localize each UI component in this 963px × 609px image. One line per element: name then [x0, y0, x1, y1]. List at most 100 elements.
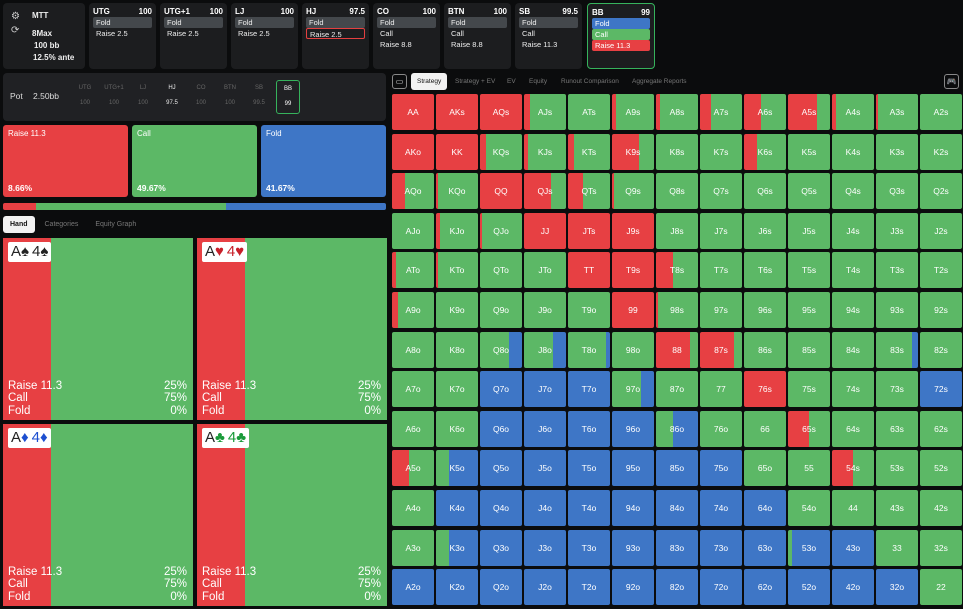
hand-cell[interactable]: K6s — [744, 134, 786, 170]
hand-cell[interactable]: Q7o — [480, 371, 522, 407]
hand-cell[interactable]: A9o — [392, 292, 434, 328]
hand-cell[interactable]: K2s — [920, 134, 962, 170]
hand-cell[interactable]: 33 — [876, 530, 918, 566]
hand-cell[interactable]: A6o — [392, 411, 434, 447]
hand-cell[interactable]: J6o — [524, 411, 566, 447]
seat-action[interactable]: Fold — [164, 17, 223, 28]
tab-categories[interactable]: Categories — [44, 221, 79, 228]
hand-cell[interactable]: KTs — [568, 134, 610, 170]
hand-cell[interactable]: K4s — [832, 134, 874, 170]
seat-action[interactable]: Fold — [377, 17, 436, 28]
hand-cell[interactable]: Q2o — [480, 569, 522, 605]
hand-cell[interactable]: T2o — [568, 569, 610, 605]
combo-panel[interactable]: A♣ 4♣ Raise 11.3 25% Call 75% Fold 0% — [197, 424, 387, 606]
hand-cell[interactable]: J2s — [920, 213, 962, 249]
hand-cell[interactable]: J9o — [524, 292, 566, 328]
seat-action[interactable]: Raise 2.5 — [306, 28, 365, 39]
hand-cell[interactable]: 65s — [788, 411, 830, 447]
hand-cell[interactable]: T9s — [612, 252, 654, 288]
hand-cell[interactable]: A8o — [392, 332, 434, 368]
tab-strategy[interactable]: Strategy — [411, 73, 448, 90]
hand-cell[interactable]: J8s — [656, 213, 698, 249]
hand-cell[interactable]: K2o — [436, 569, 478, 605]
seat-action[interactable]: Raise 8.8 — [451, 40, 483, 49]
hand-cell[interactable]: Q6s — [744, 173, 786, 209]
hand-cell[interactable]: 75o — [700, 450, 742, 486]
hand-cell[interactable]: QQ — [480, 173, 522, 209]
hand-cell[interactable]: Q7s — [700, 173, 742, 209]
gamepad-icon[interactable]: 🎮 — [944, 74, 959, 89]
hand-cell[interactable]: Q9o — [480, 292, 522, 328]
hand-cell[interactable]: JTs — [568, 213, 610, 249]
hand-cell[interactable]: 92s — [920, 292, 962, 328]
hand-cell[interactable]: ATs — [568, 94, 610, 130]
seat-utg[interactable]: UTG 100 Fold Raise 2.5 — [89, 3, 156, 69]
hand-cell[interactable]: T7o — [568, 371, 610, 407]
hand-cell[interactable]: 64o — [744, 490, 786, 526]
hand-cell[interactable]: J4o — [524, 490, 566, 526]
hand-cell[interactable]: QJo — [480, 213, 522, 249]
hand-cell[interactable]: T3s — [876, 252, 918, 288]
hand-cell[interactable]: 84o — [656, 490, 698, 526]
hand-cell[interactable]: Q3s — [876, 173, 918, 209]
hand-cell[interactable]: 72o — [700, 569, 742, 605]
hand-cell[interactable]: 52o — [788, 569, 830, 605]
hand-cell[interactable]: Q5o — [480, 450, 522, 486]
seat-action[interactable]: Fold — [306, 17, 365, 28]
gear-icon[interactable]: ⚙ — [11, 11, 20, 22]
hand-cell[interactable]: 32s — [920, 530, 962, 566]
seat-hj[interactable]: HJ 97.5 Fold Raise 2.5 — [302, 3, 369, 69]
hand-cell[interactable]: Q4s — [832, 173, 874, 209]
pot-seat[interactable]: UTG 100 — [73, 80, 97, 114]
hand-cell[interactable]: KQs — [480, 134, 522, 170]
tab-ev[interactable]: EV — [507, 78, 516, 85]
hand-cell[interactable]: 82s — [920, 332, 962, 368]
hand-cell[interactable]: 92o — [612, 569, 654, 605]
hand-cell[interactable]: 72s — [920, 371, 962, 407]
hand-cell[interactable]: 85o — [656, 450, 698, 486]
hand-cell[interactable]: K3o — [436, 530, 478, 566]
hand-cell[interactable]: AJo — [392, 213, 434, 249]
hand-cell[interactable]: 64s — [832, 411, 874, 447]
hand-cell[interactable]: 85s — [788, 332, 830, 368]
refresh-icon[interactable]: ⟳ — [11, 25, 20, 36]
hand-cell[interactable]: 54o — [788, 490, 830, 526]
hand-cell[interactable]: K5o — [436, 450, 478, 486]
hand-cell[interactable]: 53s — [876, 450, 918, 486]
hand-cell[interactable]: J5s — [788, 213, 830, 249]
hand-cell[interactable]: T6s — [744, 252, 786, 288]
hand-cell[interactable]: J3o — [524, 530, 566, 566]
hand-cell[interactable]: T9o — [568, 292, 610, 328]
seat-action[interactable]: Fold — [592, 18, 650, 29]
hand-cell[interactable]: Q3o — [480, 530, 522, 566]
seat-action[interactable]: Raise 11.3 — [592, 40, 650, 51]
hand-cell[interactable]: 86o — [656, 411, 698, 447]
pot-seat[interactable]: UTG+1 100 — [102, 80, 126, 114]
hand-cell[interactable]: K8o — [436, 332, 478, 368]
hand-cell[interactable]: A4o — [392, 490, 434, 526]
hand-cell[interactable]: 83s — [876, 332, 918, 368]
hand-cell[interactable]: 65o — [744, 450, 786, 486]
hand-cell[interactable]: 22 — [920, 569, 962, 605]
hand-cell[interactable]: AQo — [392, 173, 434, 209]
hand-cell[interactable]: AQs — [480, 94, 522, 130]
tab-hand[interactable]: Hand — [3, 216, 35, 233]
hand-cell[interactable]: 55 — [788, 450, 830, 486]
seat-bb[interactable]: BB 99 Fold Call Raise 11.3 — [587, 3, 655, 69]
hand-cell[interactable]: 94o — [612, 490, 654, 526]
seat-action[interactable]: Fold — [519, 17, 578, 28]
hand-cell[interactable]: 94s — [832, 292, 874, 328]
summary-raise[interactable]: Raise 11.3 8.66% — [3, 125, 128, 197]
hand-cell[interactable]: A4s — [832, 94, 874, 130]
seat-action[interactable]: Raise 2.5 — [96, 29, 128, 38]
hand-cell[interactable]: J5o — [524, 450, 566, 486]
combo-panel[interactable]: A♥ 4♥ Raise 11.3 25% Call 75% Fold 0% — [197, 238, 387, 420]
hand-cell[interactable]: K7o — [436, 371, 478, 407]
hand-cell[interactable]: ATo — [392, 252, 434, 288]
hand-cell[interactable]: 53o — [788, 530, 830, 566]
hand-cell[interactable]: Q8s — [656, 173, 698, 209]
hand-cell[interactable]: 62s — [920, 411, 962, 447]
hand-cell[interactable]: 96s — [744, 292, 786, 328]
hand-cell[interactable]: J3s — [876, 213, 918, 249]
tab-runout-comparison[interactable]: Runout Comparison — [561, 78, 619, 85]
